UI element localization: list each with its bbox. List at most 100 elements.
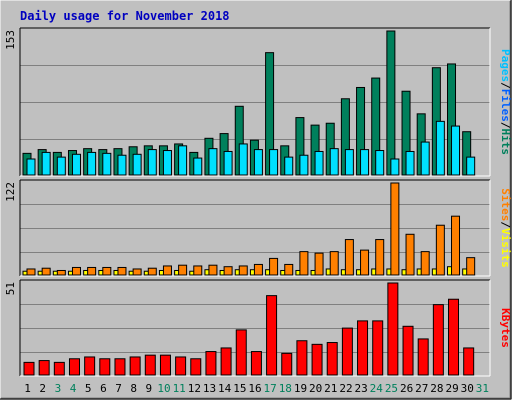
legend-item-sites: Sites	[499, 188, 512, 221]
bar-kbytes	[372, 320, 384, 376]
x-tick-label: 27	[415, 382, 428, 395]
bar-sites	[178, 264, 188, 276]
bar-sites	[360, 249, 370, 276]
bar-files	[314, 150, 324, 176]
bar-files	[375, 150, 385, 176]
bar-kbytes	[235, 329, 247, 376]
bar-sites	[344, 239, 354, 276]
bar-sites	[223, 266, 233, 276]
bar-files	[329, 148, 339, 176]
bar-files	[299, 154, 309, 176]
bar-sites	[299, 251, 309, 276]
bar-kbytes	[448, 298, 460, 376]
bar-sites	[390, 182, 400, 276]
chart-title: Daily usage for November 2018	[20, 9, 230, 23]
bar-sites	[132, 268, 142, 276]
bar-files	[41, 151, 51, 176]
bar-sites	[405, 233, 415, 276]
bar-kbytes	[417, 338, 429, 376]
bar-sites	[117, 266, 127, 276]
x-tick-label: 9	[146, 382, 153, 395]
x-tick-label: 26	[400, 382, 413, 395]
bar-sites	[208, 264, 218, 276]
bar-sites	[329, 251, 339, 276]
bar-kbytes	[53, 361, 65, 376]
x-tick-label: 13	[203, 382, 216, 395]
bar-files	[71, 153, 81, 176]
bar-kbytes	[144, 354, 156, 376]
bar-kbytes	[432, 304, 444, 376]
bar-files	[344, 149, 354, 176]
bar-kbytes	[38, 360, 50, 376]
bar-files	[269, 149, 279, 176]
bar-sites	[193, 265, 203, 276]
x-tick-label: 21	[324, 382, 337, 395]
x-tick-label: 2	[39, 382, 46, 395]
x-tick-label: 4	[70, 382, 77, 395]
x-tick-label: 22	[339, 382, 352, 395]
x-tick-label: 5	[85, 382, 92, 395]
panel-kbytes: 51 KBytes	[4, 279, 512, 377]
y-max-label: 122	[4, 182, 17, 202]
x-tick-label: 20	[309, 382, 322, 395]
legend-item-files: Files	[499, 89, 512, 122]
x-tick-label: 15	[233, 382, 246, 395]
bar-kbytes	[326, 342, 338, 376]
legend-item-hits: Hits	[499, 129, 512, 156]
x-tick-label: 24	[370, 382, 384, 395]
bar-files	[284, 156, 294, 176]
legend-item-kbytes: KBytes	[499, 308, 512, 348]
bar-kbytes	[250, 351, 262, 376]
bar-hits	[386, 30, 396, 176]
bar-kbytes	[68, 358, 80, 376]
bar-sites	[87, 266, 97, 276]
bar-kbytes	[175, 356, 187, 376]
panel-visits-sites: 122 Sites/Visits	[4, 179, 512, 277]
legend-item-pages: Pages	[499, 49, 512, 82]
bar-sites	[269, 257, 279, 276]
legend-separator: /	[499, 122, 512, 129]
x-tick-label: 17	[264, 382, 277, 395]
bar-files	[405, 150, 415, 176]
bar-files	[390, 158, 400, 176]
x-tick-label: 29	[445, 382, 458, 395]
bar-files	[87, 151, 97, 176]
x-tick-label: 1	[24, 382, 31, 395]
bar-kbytes	[281, 352, 293, 376]
legend-hits-files-pages: Pages/Files/Hits	[499, 49, 512, 155]
bar-kbytes	[311, 343, 323, 376]
x-tick-label: 7	[115, 382, 122, 395]
x-tick-label: 23	[355, 382, 368, 395]
x-tick-label: 28	[430, 382, 443, 395]
legend-visits-sites: Sites/Visits	[499, 188, 512, 268]
bar-files	[360, 149, 370, 176]
x-tick-label: 3	[55, 382, 62, 395]
x-tick-label: 11	[173, 382, 186, 395]
bar-sites	[435, 224, 445, 276]
bar-files	[420, 141, 430, 176]
y-max-label: 51	[4, 282, 17, 295]
bar-kbytes	[387, 282, 399, 376]
bar-files	[117, 154, 127, 176]
x-tick-label: 14	[218, 382, 232, 395]
bar-kbytes	[341, 327, 353, 376]
bar-kbytes	[190, 358, 202, 376]
bar-sites	[162, 265, 172, 276]
legend-separator: /	[499, 82, 512, 89]
bar-sites	[71, 266, 81, 276]
x-tick-label: 10	[157, 382, 170, 395]
bar-sites	[41, 267, 51, 276]
bar-files	[466, 156, 476, 176]
legend-separator: /	[499, 221, 512, 228]
bar-files	[132, 153, 142, 176]
bar-kbytes	[84, 356, 96, 376]
bar-kbytes	[402, 325, 414, 376]
bar-kbytes	[463, 347, 475, 376]
bar-files	[208, 148, 218, 176]
bar-kbytes	[220, 347, 232, 376]
bar-sites	[375, 239, 385, 276]
bar-sites	[238, 265, 248, 276]
bar-kbytes	[205, 351, 217, 376]
